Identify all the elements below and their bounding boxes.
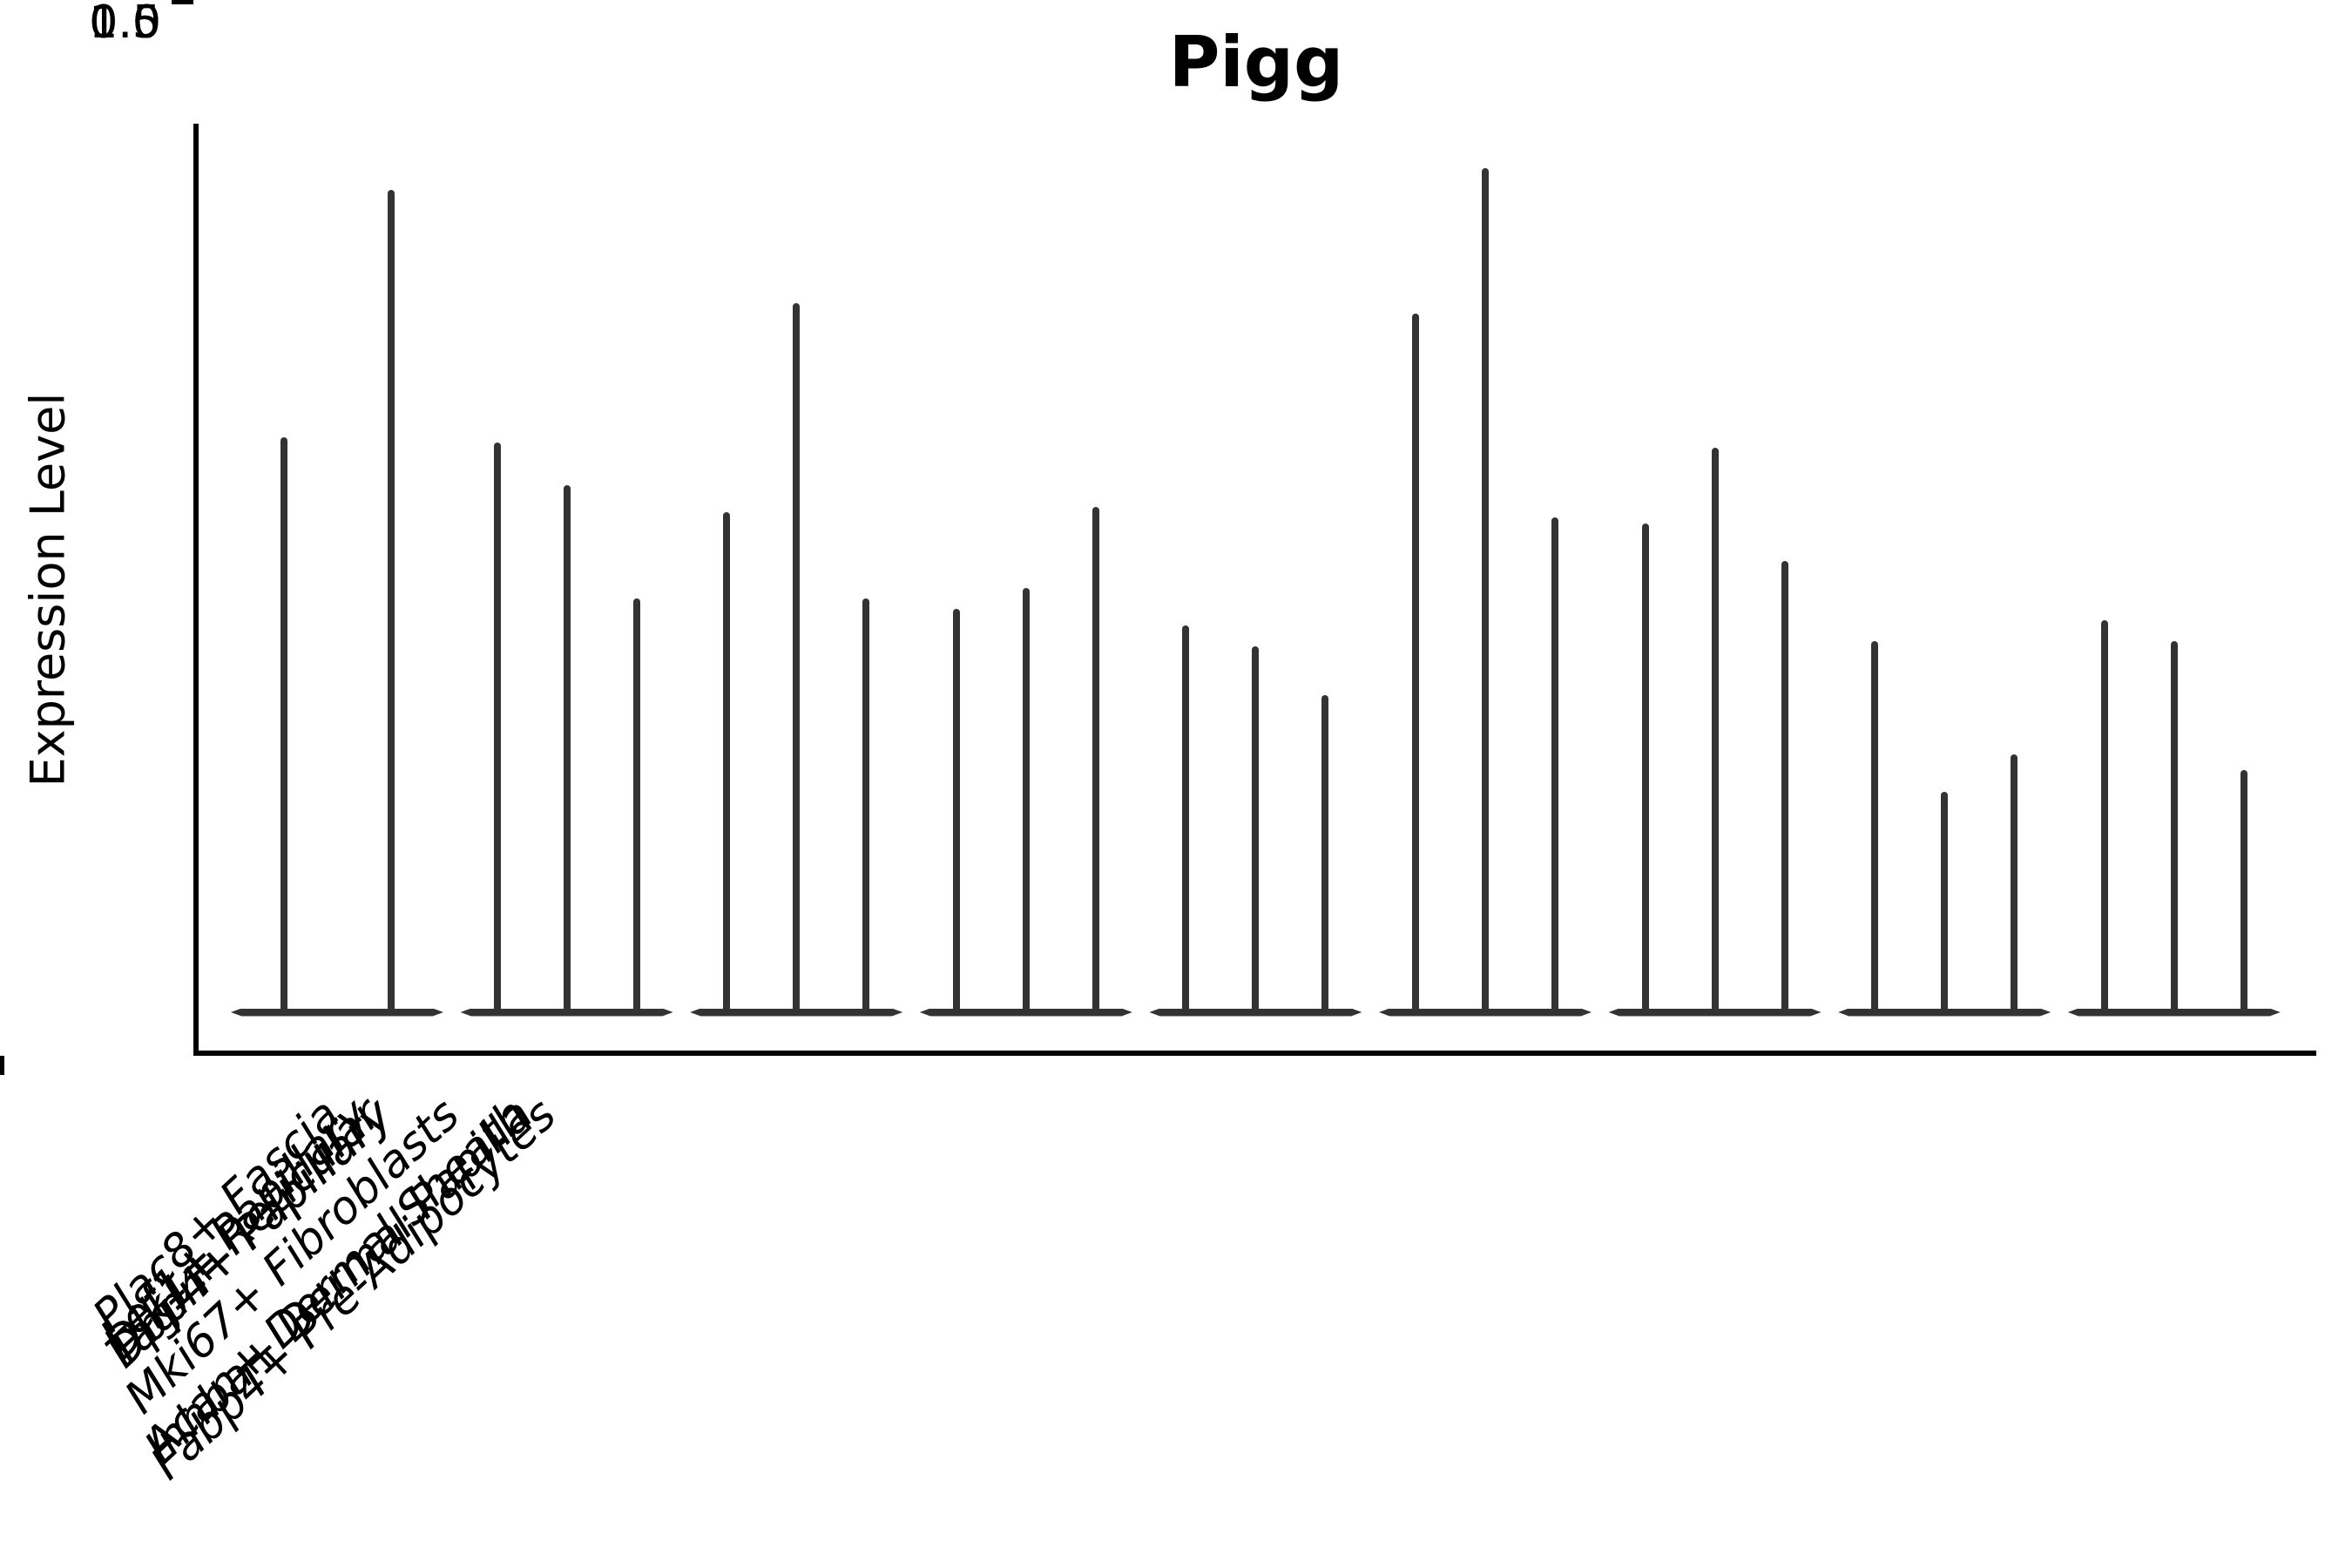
violin-spike [387, 190, 395, 1012]
violin-spike [2100, 620, 2108, 1012]
y-tick-label-1.5: 1.5 [89, 0, 161, 49]
violin-spike [952, 609, 960, 1012]
violin-spike [632, 598, 640, 1012]
violin-spike [1781, 561, 1788, 1012]
violin-spike [793, 303, 801, 1012]
y-tick-label-0.5: 0.5 [89, 0, 161, 49]
violin-baseline [919, 1008, 1132, 1017]
violin-spike [563, 485, 571, 1012]
violin-spike [2170, 641, 2178, 1012]
violin-spike [1551, 517, 1558, 1012]
violin-spike [1641, 524, 1649, 1012]
violin-spike [1182, 625, 1190, 1012]
violin-spike [1711, 448, 1719, 1012]
violin-spike [493, 443, 501, 1012]
violin-spike [280, 437, 287, 1012]
chart-title: Pigg [1168, 22, 1344, 103]
violin-spike [1412, 314, 1419, 1012]
y-axis-label: Expression Level [20, 392, 76, 787]
violin-baseline [1838, 1008, 2051, 1017]
violin-spike [2011, 754, 2018, 1012]
violin-spike [862, 598, 870, 1012]
violin-baseline [2067, 1008, 2281, 1017]
violin-spike [1022, 588, 1030, 1012]
y-tick-1.5 [172, 0, 193, 4]
violin-spike [2240, 770, 2247, 1012]
violin-spike [1941, 792, 1949, 1012]
y-tick-label-0.0: 0.0 [89, 0, 161, 49]
violin-baseline [1149, 1008, 1362, 1017]
violin-spike [1871, 641, 1879, 1012]
violin-spike [1321, 695, 1329, 1012]
violin-spike [1252, 646, 1260, 1012]
violin-spike [1092, 507, 1099, 1012]
x-tick-9 [0, 1056, 4, 1075]
violin-baseline [460, 1008, 673, 1017]
x-axis-spine [193, 1051, 2316, 1056]
violin-baseline [231, 1008, 443, 1017]
violin-baseline [690, 1008, 903, 1017]
violin-spike [723, 512, 731, 1012]
y-axis-spine [193, 124, 199, 1056]
violin-spike [1482, 168, 1489, 1012]
y-tick-label-1.0: 1.0 [89, 0, 161, 49]
violin-baseline [1379, 1008, 1592, 1017]
violin-baseline [1608, 1008, 1821, 1017]
